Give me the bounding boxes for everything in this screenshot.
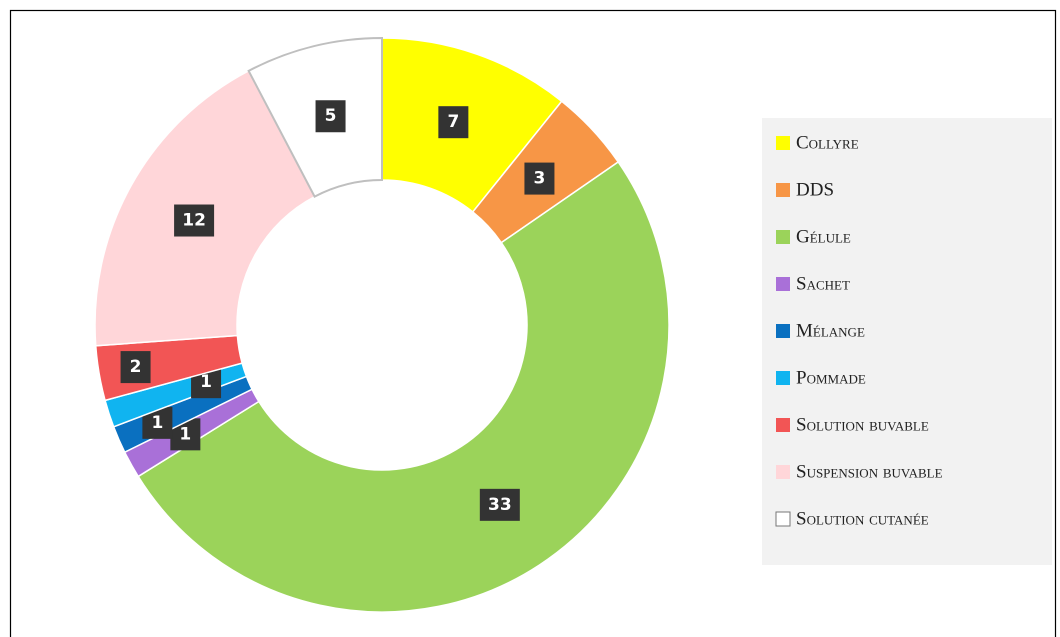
data-label: 2 — [130, 357, 142, 377]
data-label-box — [479, 488, 520, 521]
legend-box — [762, 118, 1052, 565]
legend-swatch — [776, 277, 790, 291]
legend-swatch — [775, 511, 791, 527]
legend-label: DDS — [796, 180, 834, 201]
data-label: 5 — [325, 106, 337, 126]
legend-swatch — [776, 230, 790, 244]
data-label-box — [524, 162, 555, 195]
data-label-box — [315, 100, 346, 133]
legend-label: Suspension buvable — [796, 462, 943, 483]
data-label: 12 — [182, 211, 206, 231]
legend-label: Mélange — [796, 321, 865, 342]
legend-swatch — [776, 418, 790, 432]
legend-label: Gélule — [796, 227, 851, 248]
legend-swatch — [776, 136, 790, 150]
legend-swatch — [776, 371, 790, 385]
data-label: 7 — [447, 112, 459, 132]
data-label: 1 — [179, 424, 191, 444]
legend-swatch — [776, 465, 790, 479]
data-label-box — [174, 204, 215, 237]
data-label-box — [120, 351, 151, 384]
data-label: 33 — [488, 495, 512, 515]
data-label: 1 — [200, 372, 212, 392]
legend-label: Pommade — [796, 368, 866, 389]
donut-slice — [137, 160, 670, 613]
donut-slice — [247, 36, 383, 198]
legend-swatch — [776, 324, 790, 338]
legend-label: Sachet — [796, 274, 850, 295]
data-label: 1 — [151, 413, 163, 433]
legend-swatch — [776, 183, 790, 197]
data-label-box — [438, 106, 469, 139]
legend-label: Solution buvable — [796, 415, 929, 436]
data-label: 3 — [534, 169, 546, 189]
legend-label: Collyre — [796, 133, 859, 154]
legend-label: Solution cutanée — [796, 509, 929, 530]
